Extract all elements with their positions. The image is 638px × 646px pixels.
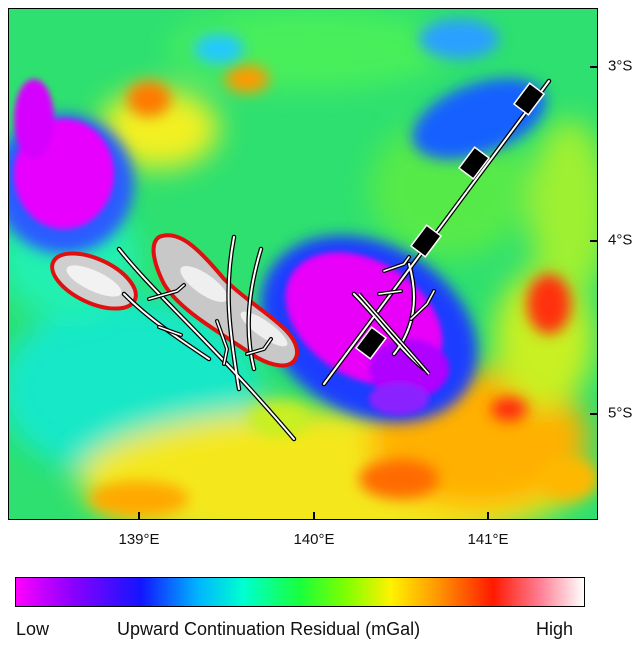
lon-tick-139	[138, 512, 140, 520]
lon-tick-140	[313, 512, 315, 520]
anomaly-magenta-lows	[14, 79, 449, 415]
lon-tick-141	[487, 512, 489, 520]
gravity-high-ridges	[50, 233, 299, 368]
longitude-label-139: 139°E	[118, 531, 160, 548]
latitude-label-3s: 3°S	[608, 57, 633, 75]
colorbar-low-label: Low	[16, 619, 50, 639]
lat-tick-4	[590, 240, 598, 242]
colorbar	[15, 577, 585, 607]
anomaly-highs	[89, 65, 597, 517]
colorbar-title: Upward Continuation Residual (mGal)	[117, 619, 421, 639]
latitude-label-4s: 4°S	[608, 231, 633, 249]
colorbar-high-label: High	[536, 619, 574, 639]
motion-arrows-white	[148, 256, 435, 365]
thrust-teeth	[354, 82, 546, 360]
latitude-label-5s: 5°S	[608, 404, 633, 422]
longitude-label-140: 140°E	[293, 531, 335, 548]
gravity-map	[8, 8, 598, 520]
gravity-anomaly-map-graphic	[9, 9, 597, 519]
longitude-label-141: 141°E	[467, 531, 509, 548]
lat-tick-3	[590, 66, 598, 68]
lat-tick-5	[590, 413, 598, 415]
